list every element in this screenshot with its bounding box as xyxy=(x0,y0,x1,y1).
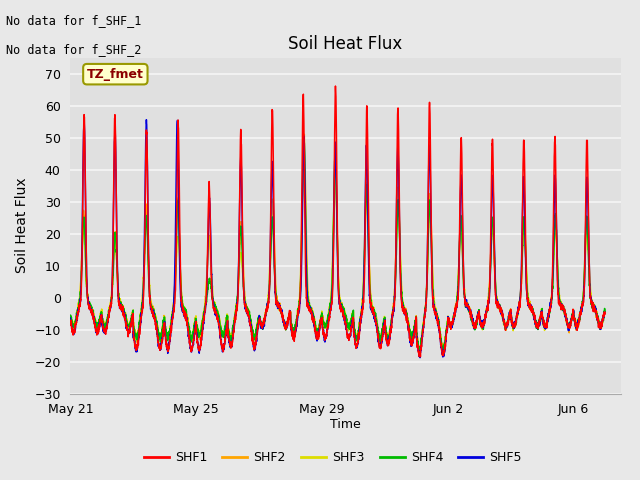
Title: Soil Heat Flux: Soil Heat Flux xyxy=(289,35,403,53)
Legend: SHF1, SHF2, SHF3, SHF4, SHF5: SHF1, SHF2, SHF3, SHF4, SHF5 xyxy=(139,446,527,469)
Text: No data for f_SHF_1: No data for f_SHF_1 xyxy=(6,14,142,27)
Y-axis label: Soil Heat Flux: Soil Heat Flux xyxy=(15,178,29,274)
Text: No data for f_SHF_2: No data for f_SHF_2 xyxy=(6,43,142,56)
Text: TZ_fmet: TZ_fmet xyxy=(87,68,144,81)
X-axis label: Time: Time xyxy=(330,418,361,431)
